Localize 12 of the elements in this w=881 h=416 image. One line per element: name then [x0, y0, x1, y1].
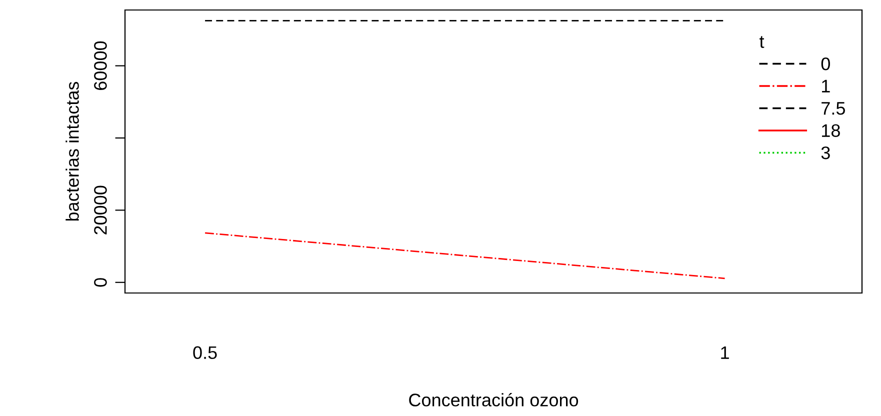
legend-label: 0 — [821, 57, 830, 70]
x-tick-label: 0.5 — [193, 346, 217, 360]
legend-title: t — [760, 36, 764, 48]
legend-label: 1 — [822, 80, 830, 92]
legend-label: 18 — [822, 124, 840, 137]
y-tick-label: 20000 — [94, 186, 107, 234]
legend-label: 7.5 — [822, 102, 845, 115]
y-tick-label: 60000 — [94, 41, 107, 90]
y-tick-label: 0 — [94, 278, 107, 287]
y-axis-title: bacterias intactas — [66, 82, 79, 221]
legend-label: 3 — [821, 146, 830, 160]
x-axis-title: Concentración ozono — [409, 392, 578, 406]
